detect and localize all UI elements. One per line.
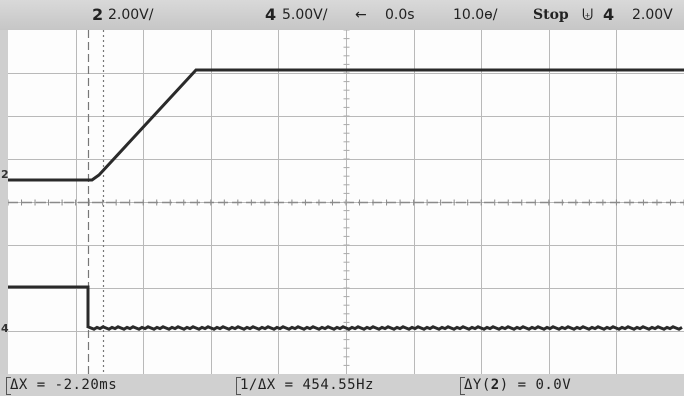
ch2-scale[interactable]: 2.00V/ xyxy=(108,7,154,23)
delay-value[interactable]: 0.0s xyxy=(385,7,415,23)
ch4-number[interactable]: 4 xyxy=(265,5,277,24)
ch4-ground-marker[interactable]: 4 xyxy=(1,322,9,335)
timebase-unit: ɵ/ xyxy=(484,7,498,23)
ch4-scale[interactable]: 5.00V/ xyxy=(282,7,328,23)
ch2-trace xyxy=(8,68,684,182)
delta-y-suffix: ) = 0.0V xyxy=(499,377,572,393)
ch2-ground-marker[interactable]: 2 xyxy=(1,168,9,181)
ch2-number[interactable]: 2 xyxy=(92,5,104,24)
delta-y-measurement[interactable]: ΔY(2) = 0.0V xyxy=(460,375,684,395)
trigger-channel[interactable]: 4 xyxy=(603,5,615,24)
graticule xyxy=(8,30,684,374)
delay-arrow-icon: ← xyxy=(355,7,367,23)
delta-y-channel: 2 xyxy=(490,377,500,393)
inverse-delta-x-measurement[interactable]: 1/ΔX = 454.55Hz xyxy=(236,375,460,395)
run-state[interactable]: Stop xyxy=(533,7,569,23)
delta-x-value: ΔX = -2.20ms xyxy=(10,377,118,393)
waveform-screen xyxy=(8,30,684,374)
trigger-level[interactable]: 2.00V xyxy=(632,7,673,23)
measurement-bar: ΔX = -2.20ms 1/ΔX = 454.55Hz ΔY(2) = 0.0… xyxy=(0,374,684,396)
delta-x-measurement[interactable]: ΔX = -2.20ms xyxy=(6,375,232,395)
trigger-edge-icon: ⨄ xyxy=(582,7,594,23)
status-bar: 2 2.00V/ 4 5.00V/ ← 0.0s 10.0ɵ/ Stop ⨄ 4… xyxy=(0,0,684,30)
delta-y-prefix: ΔY( xyxy=(464,377,491,393)
inverse-delta-x-value: 1/ΔX = 454.55Hz xyxy=(240,377,374,393)
ch4-trace xyxy=(8,285,683,331)
timebase-value[interactable]: 10.0ɵ/ xyxy=(453,0,497,30)
timebase-number: 10.0 xyxy=(453,7,485,23)
